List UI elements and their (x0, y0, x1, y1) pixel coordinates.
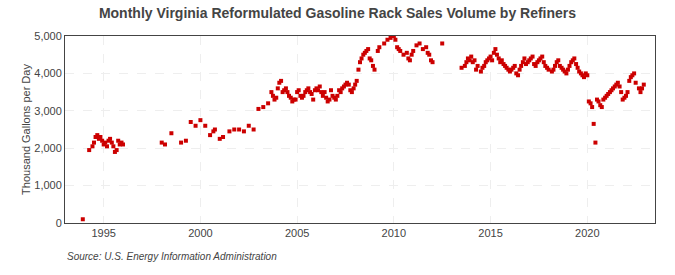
svg-text:Monthly Virginia Reformulated: Monthly Virginia Reformulated Gasoline R… (99, 5, 576, 21)
svg-text:2,000: 2,000 (34, 142, 62, 154)
svg-text:2000: 2000 (188, 227, 212, 239)
svg-text:1,000: 1,000 (34, 179, 62, 191)
svg-text:1995: 1995 (91, 227, 115, 239)
svg-text:2010: 2010 (382, 227, 406, 239)
svg-text:2005: 2005 (285, 227, 309, 239)
svg-text:3,000: 3,000 (34, 105, 62, 117)
svg-text:4,000: 4,000 (34, 67, 62, 79)
svg-text:Thousand Gallons per Day: Thousand Gallons per Day (20, 64, 32, 195)
svg-text:2020: 2020 (575, 227, 599, 239)
svg-text:Source: U.S. Energy Informatio: Source: U.S. Energy Information Administ… (67, 251, 277, 262)
svg-text:2015: 2015 (478, 227, 502, 239)
svg-text:0: 0 (56, 217, 62, 229)
svg-text:5,000: 5,000 (34, 30, 62, 42)
